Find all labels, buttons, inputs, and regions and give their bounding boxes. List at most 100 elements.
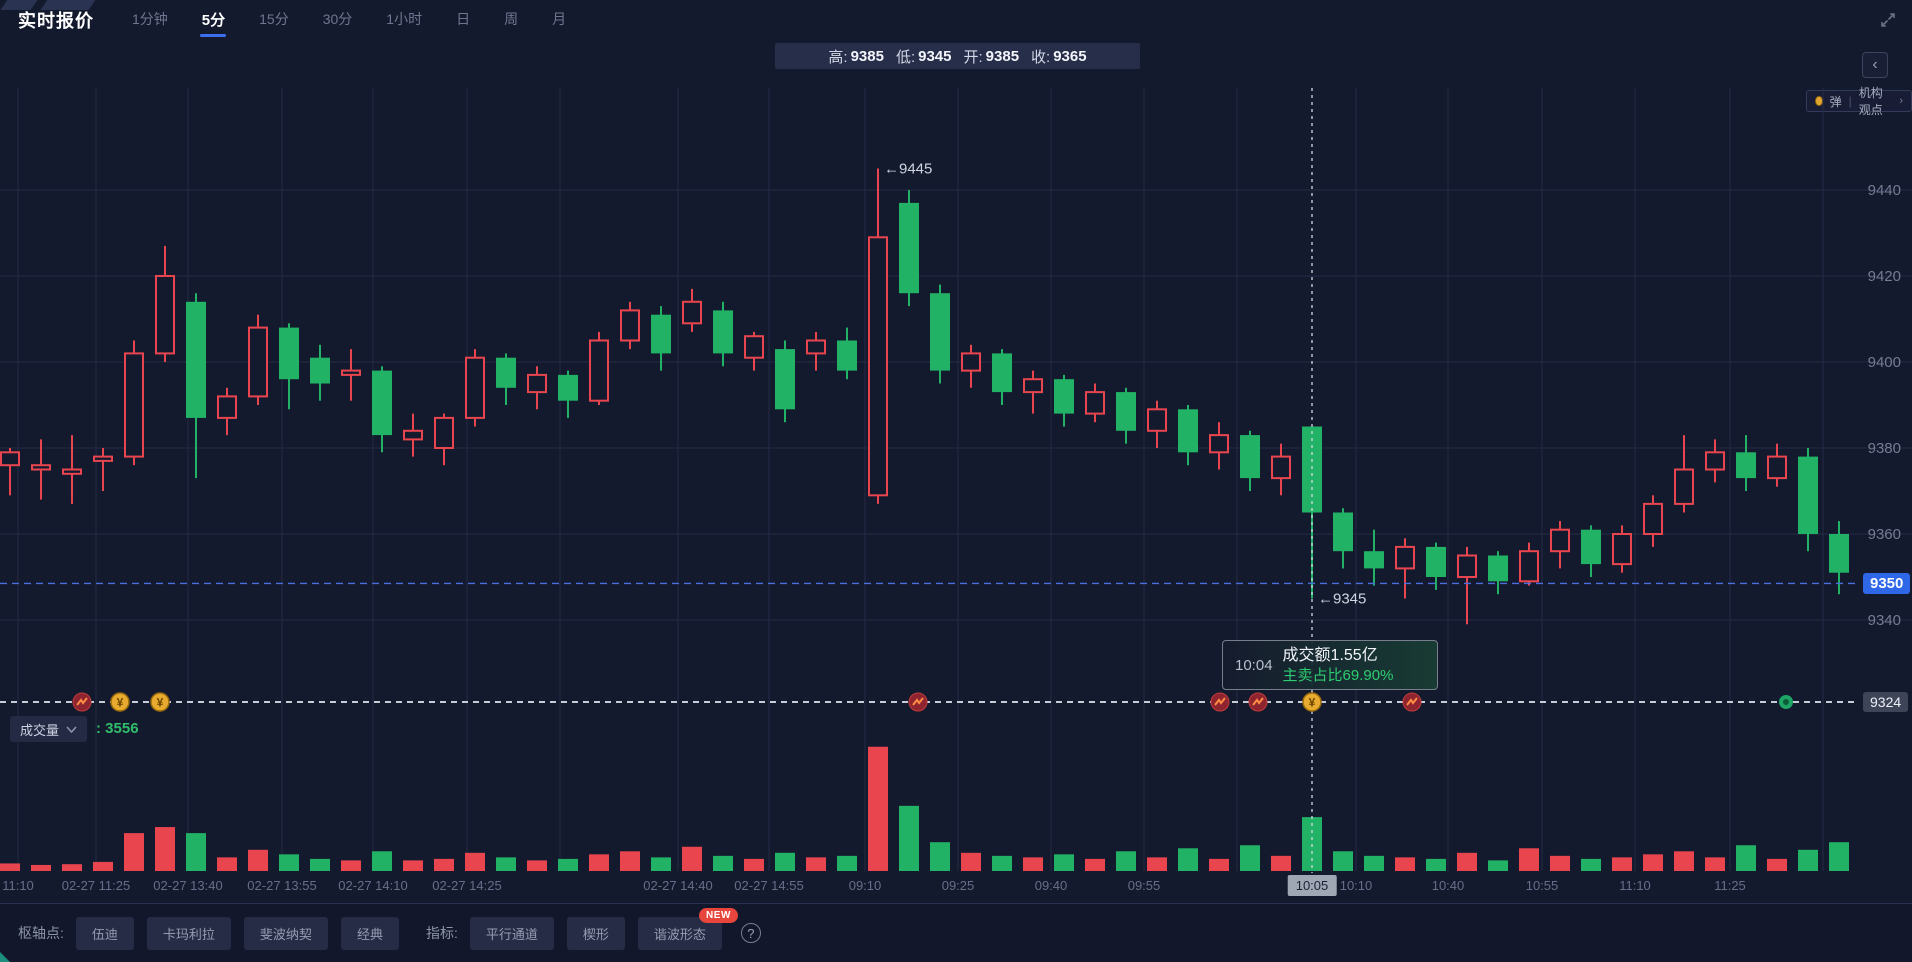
volume-bar	[682, 846, 702, 871]
volume-bar	[806, 857, 826, 871]
chart-tooltip: 10:04 成交额1.55亿 主卖占比69.90%	[1222, 640, 1438, 690]
tab-1分钟[interactable]: 1分钟	[132, 11, 168, 27]
candle-up	[1271, 455, 1291, 480]
pivot-buttons: 伍迪 卡玛利拉 斐波纳契 经典	[75, 916, 412, 950]
tab-月[interactable]: 月	[552, 11, 567, 27]
candle-up	[1550, 528, 1570, 553]
fullscreen-icon[interactable]	[1878, 10, 1898, 30]
tooltip-turnover: 成交额1.55亿	[1282, 646, 1378, 664]
candle-down	[1829, 534, 1849, 573]
candle-up	[1643, 502, 1663, 535]
tab-15分[interactable]: 15分	[259, 11, 289, 27]
event-marker-red[interactable]	[1248, 692, 1268, 712]
candlestick-chart[interactable]: 9440 9420 9400 9380 9360 9340 ¥ ¥ ¥ ←9445 ←9345	[0, 0, 1912, 905]
toolbar-button-平行通道[interactable]: 平行通道	[469, 916, 554, 950]
toolbar-button-楔形[interactable]: 楔形	[566, 916, 625, 950]
svg-text:¥: ¥	[157, 696, 164, 710]
indicator-buttons: 平行通道 楔形 谐波形态 NEW	[469, 907, 738, 950]
candle-down	[713, 310, 733, 354]
toolbar-button-经典[interactable]: 经典	[340, 916, 399, 950]
event-marker-coin[interactable]: ¥	[1302, 692, 1322, 712]
x-axis-label: 02-27 14:25	[432, 878, 502, 893]
candle-down	[775, 349, 795, 410]
candle-down	[1581, 529, 1601, 565]
candle-down	[837, 340, 857, 371]
help-button[interactable]: ?	[740, 923, 761, 943]
x-axis-label: 09:25	[941, 878, 975, 893]
tab-周[interactable]: 周	[504, 11, 519, 27]
volume-bar	[1116, 851, 1136, 871]
candlestick-series	[0, 168, 1849, 625]
candle-up	[0, 451, 20, 467]
candle-down	[558, 374, 578, 401]
volume-bar	[1550, 855, 1570, 871]
candle-up	[1085, 391, 1105, 415]
x-axis-label: 02-27 14:55	[734, 878, 804, 893]
toolbar-button-伍迪[interactable]: 伍迪	[75, 916, 134, 950]
event-marker-red[interactable]	[1402, 692, 1422, 712]
x-axis-label: 10:10	[1339, 878, 1373, 893]
tab-日[interactable]: 日	[456, 11, 471, 27]
event-marker-red[interactable]	[1210, 692, 1230, 712]
event-marker-coin[interactable]: ¥	[150, 692, 170, 712]
candle-up	[1023, 378, 1043, 394]
y-axis-label: 9360	[1868, 526, 1901, 543]
event-marker-green[interactable]	[1779, 695, 1793, 709]
volume-bar	[744, 858, 764, 871]
toolbar-button-谐波形态[interactable]: 谐波形态 NEW	[637, 907, 738, 950]
y-axis-label: 9400	[1868, 354, 1901, 371]
candle-down	[279, 327, 299, 380]
candle-up	[124, 352, 144, 458]
candle-down	[1426, 546, 1446, 577]
volume-bar	[1488, 860, 1508, 871]
candle-down	[1333, 512, 1353, 552]
ohlc-pair: 收: 9365	[1031, 47, 1087, 66]
header: 实时报价 1分钟 5分 15分 30分 1小时 日 周 月	[0, 0, 1912, 40]
event-marker-red[interactable]	[72, 692, 92, 712]
tab-30分[interactable]: 30分	[322, 11, 353, 27]
candle-up	[1519, 550, 1539, 583]
volume-bar	[1767, 858, 1787, 871]
candle-up	[1705, 451, 1725, 471]
volume-bar	[992, 855, 1012, 871]
y-axis-label: 9340	[1868, 612, 1901, 629]
candle-down	[1736, 452, 1756, 479]
volume-bar	[1643, 854, 1663, 871]
event-marker-coin[interactable]: ¥	[110, 692, 130, 712]
candle-up	[1457, 554, 1477, 578]
x-axis-label: 02-27 11:25	[61, 878, 131, 893]
volume-bar	[124, 833, 144, 871]
svg-text:¥: ¥	[1309, 696, 1316, 710]
candle-down	[1116, 392, 1136, 431]
new-badge: NEW	[699, 907, 738, 923]
candle-up	[93, 455, 113, 462]
volume-bar	[651, 857, 671, 871]
x-axis-label: 11:25	[1714, 878, 1746, 893]
candle-up	[1674, 468, 1694, 505]
volume-series	[0, 746, 1849, 871]
volume-indicator-dropdown[interactable]: 成交量	[10, 716, 88, 742]
tab-5分[interactable]: 5分	[200, 0, 227, 40]
current-price-badge: 9350	[1863, 573, 1911, 594]
institution-view-link[interactable]: 机构观点	[1858, 86, 1883, 117]
volume-bar	[0, 863, 20, 871]
candle-up	[1395, 545, 1415, 570]
candle-up	[1612, 533, 1632, 566]
volume-bar	[558, 858, 578, 871]
candle-up	[682, 300, 702, 325]
x-axis-label: 09:55	[1127, 878, 1161, 893]
volume-bar	[31, 864, 51, 871]
x-axis-label: 11:10	[2, 878, 34, 893]
candle-down	[651, 314, 671, 354]
volume-bar	[775, 852, 795, 871]
tab-1小时[interactable]: 1小时	[386, 11, 423, 27]
toolbar-button-卡玛利拉[interactable]: 卡玛利拉	[146, 916, 231, 950]
toolbar-button-斐波纳契[interactable]: 斐波纳契	[243, 916, 328, 950]
event-marker-red[interactable]	[908, 692, 928, 712]
x-axis-label: 11:10	[1619, 878, 1651, 893]
volume-bar	[1147, 857, 1167, 871]
danmu-toggle[interactable]: 弹	[1829, 94, 1842, 109]
panel-collapse-button[interactable]: ‹	[1862, 52, 1888, 78]
x-axis-label: 10:55	[1525, 878, 1559, 893]
